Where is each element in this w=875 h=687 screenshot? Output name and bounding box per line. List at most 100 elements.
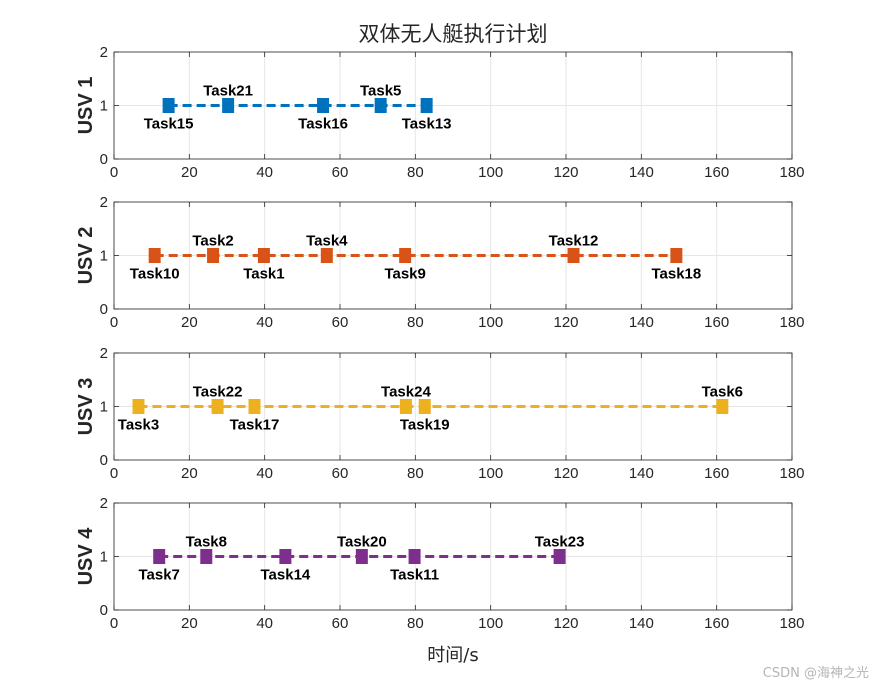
x-tick-label: 0 <box>110 164 118 181</box>
task-marker <box>148 248 161 263</box>
chart-title: 双体无人艇执行计划 <box>359 22 548 46</box>
task-marker <box>320 248 333 263</box>
y-tick-label: 1 <box>100 248 108 265</box>
task-label: Task17 <box>230 417 280 434</box>
task-label: Task5 <box>360 83 401 100</box>
task-label: Task19 <box>400 417 450 434</box>
x-tick-label: 40 <box>256 465 273 482</box>
watermark: CSDN @海神之光 <box>763 666 869 681</box>
y-tick-label: 2 <box>100 194 108 211</box>
x-tick-label: 60 <box>332 615 349 632</box>
x-tick-label: 80 <box>407 164 424 181</box>
task-marker <box>317 98 330 113</box>
task-marker <box>408 549 421 564</box>
y-tick-label: 1 <box>100 549 108 566</box>
x-tick-label: 140 <box>629 615 654 632</box>
x-tick-label: 20 <box>181 465 198 482</box>
task-marker <box>670 248 683 263</box>
x-axis-label: 时间/s <box>427 645 478 666</box>
x-tick-label: 80 <box>407 465 424 482</box>
x-tick-label: 40 <box>256 615 273 632</box>
x-tick-label: 80 <box>407 615 424 632</box>
y-tick-label: 0 <box>100 452 108 469</box>
task-marker <box>418 399 431 414</box>
task-label: Task20 <box>337 534 387 551</box>
task-marker <box>399 399 412 414</box>
task-label: Task15 <box>144 116 194 133</box>
y-axis-label: USV 2 <box>75 227 97 285</box>
x-tick-label: 120 <box>553 615 578 632</box>
x-tick-label: 180 <box>779 164 804 181</box>
x-tick-label: 100 <box>478 465 503 482</box>
task-label: Task23 <box>535 534 585 551</box>
x-tick-label: 60 <box>332 314 349 331</box>
task-label: Task13 <box>402 116 452 133</box>
task-label: Task3 <box>118 417 159 434</box>
task-marker <box>153 549 166 564</box>
x-tick-label: 100 <box>478 314 503 331</box>
x-tick-label: 180 <box>779 314 804 331</box>
task-marker <box>162 98 175 113</box>
task-label: Task24 <box>381 384 431 401</box>
task-marker <box>132 399 145 414</box>
task-label: Task21 <box>203 83 253 100</box>
task-label: Task4 <box>306 233 348 250</box>
x-tick-label: 20 <box>181 615 198 632</box>
x-tick-label: 100 <box>478 164 503 181</box>
x-tick-label: 40 <box>256 314 273 331</box>
task-label: Task18 <box>651 266 701 283</box>
y-tick-label: 2 <box>100 495 108 512</box>
task-marker <box>374 98 387 113</box>
task-label: Task6 <box>702 384 743 401</box>
task-label: Task11 <box>390 567 439 584</box>
task-marker <box>553 549 566 564</box>
task-marker <box>207 248 220 263</box>
task-label: Task16 <box>298 116 348 133</box>
y-axis-label: USV 1 <box>75 77 97 135</box>
y-tick-label: 0 <box>100 602 108 619</box>
x-tick-label: 100 <box>478 615 503 632</box>
y-tick-label: 2 <box>100 44 108 61</box>
task-label: Task7 <box>138 567 179 584</box>
y-axis-label: USV 4 <box>75 527 97 586</box>
x-tick-label: 140 <box>629 164 654 181</box>
y-axis-label: USV 3 <box>75 378 97 436</box>
task-label: Task2 <box>192 233 233 250</box>
x-tick-label: 180 <box>779 615 804 632</box>
task-label: Task12 <box>549 233 599 250</box>
x-tick-label: 160 <box>704 314 729 331</box>
y-tick-label: 1 <box>100 98 108 115</box>
task-label: Task14 <box>261 567 311 584</box>
x-tick-label: 60 <box>332 164 349 181</box>
task-marker <box>222 98 235 113</box>
x-tick-label: 180 <box>779 465 804 482</box>
task-marker <box>567 248 580 263</box>
task-marker <box>716 399 729 414</box>
y-tick-label: 1 <box>100 399 108 416</box>
task-marker <box>279 549 292 564</box>
task-marker <box>211 399 224 414</box>
x-tick-label: 20 <box>181 164 198 181</box>
x-tick-label: 120 <box>553 164 578 181</box>
task-marker <box>420 98 433 113</box>
y-tick-label: 0 <box>100 301 108 318</box>
x-tick-label: 80 <box>407 314 424 331</box>
task-marker <box>200 549 213 564</box>
x-tick-label: 0 <box>110 615 118 632</box>
x-tick-label: 160 <box>704 164 729 181</box>
task-marker <box>399 248 412 263</box>
x-tick-label: 140 <box>629 314 654 331</box>
x-tick-label: 120 <box>553 314 578 331</box>
task-label: Task9 <box>384 266 425 283</box>
x-tick-label: 20 <box>181 314 198 331</box>
task-label: Task8 <box>186 534 227 551</box>
task-marker <box>248 399 261 414</box>
x-tick-label: 0 <box>110 314 118 331</box>
x-tick-label: 160 <box>704 615 729 632</box>
